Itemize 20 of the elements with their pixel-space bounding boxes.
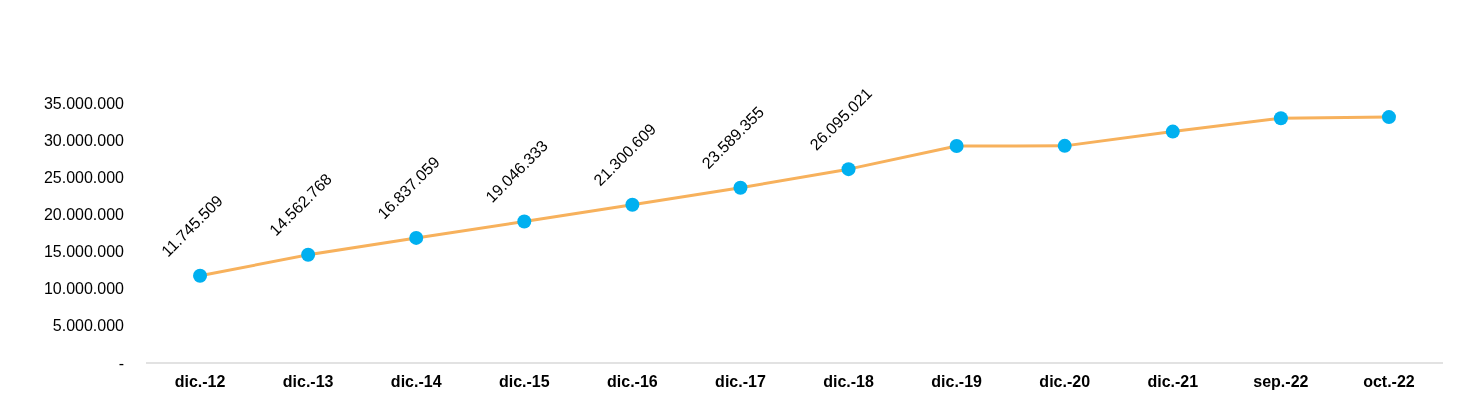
y-tick-label: 10.000.000 <box>43 280 125 298</box>
x-tick-label: sep.-22 <box>1253 373 1309 390</box>
x-tick-label: dic.-14 <box>390 373 442 390</box>
y-tick-label: 5.000.000 <box>52 317 125 335</box>
x-tick-label: dic.-13 <box>282 373 334 390</box>
y-tick-label: 15.000.000 <box>43 243 125 261</box>
x-tick-label: dic.-19 <box>931 373 983 390</box>
y-tick-label: 20.000.000 <box>43 206 125 224</box>
y-tick-label: - <box>118 354 124 372</box>
x-tick-label: dic.-16 <box>607 373 658 390</box>
x-tick-label: dic.-21 <box>1147 373 1199 390</box>
x-tick-label: oct.-22 <box>1363 373 1415 390</box>
x-tick-label: dic.-17 <box>715 373 766 390</box>
x-tick-label: dic.-18 <box>823 373 874 390</box>
y-tick-label: 35.000.000 <box>43 94 125 112</box>
x-tick-label: dic.-12 <box>174 373 226 390</box>
x-tick-label: dic.-15 <box>498 373 550 390</box>
y-tick-label: 25.000.000 <box>43 168 125 186</box>
y-tick-label: 30.000.000 <box>43 131 125 149</box>
x-tick-label: dic.-20 <box>1039 373 1091 390</box>
